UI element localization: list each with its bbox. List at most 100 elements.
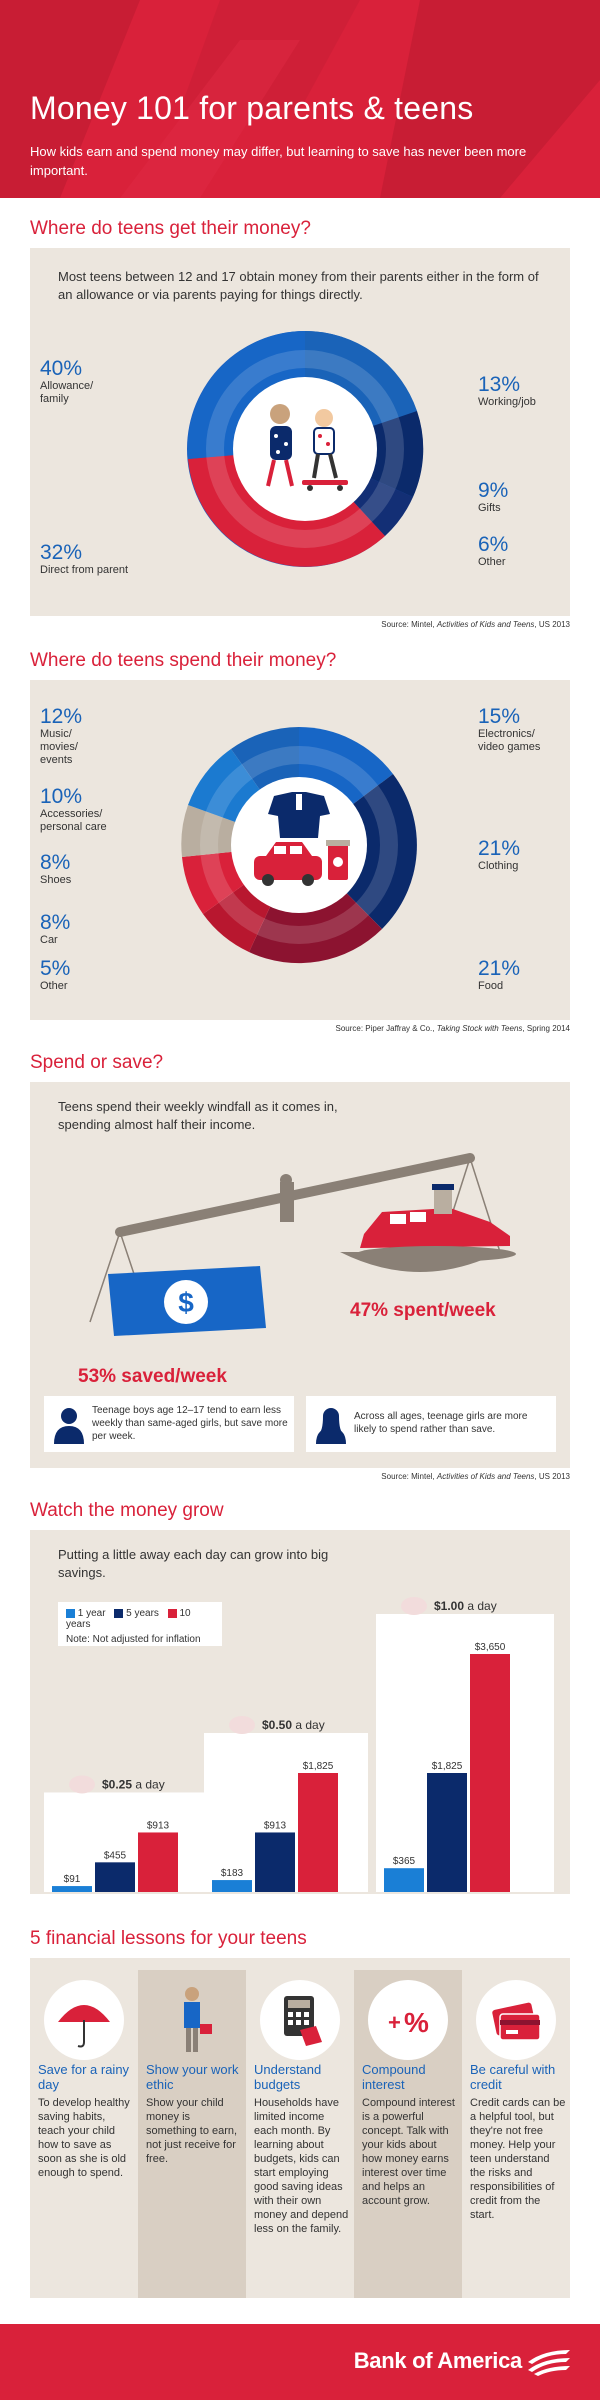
chart-bar-value: $913	[147, 1820, 170, 1831]
income-pct: 40%	[40, 357, 83, 380]
girls-note-text: Across all ages, teenage girls are more …	[354, 1411, 528, 1435]
income-pct: 9%	[478, 479, 509, 502]
spending-label: Other	[40, 980, 68, 992]
lesson-body: Show your child money is something to ea…	[146, 2097, 238, 2165]
chart-category-label: $1.00 a day	[434, 1599, 497, 1613]
umbrella-icon	[58, 2005, 110, 2048]
income-panel: Most teens between 12 and 17 obtain mone…	[30, 248, 570, 616]
spending-item-car: 8% Car	[40, 912, 70, 947]
lesson-body: Credit cards can be a helpful tool, but …	[470, 2097, 566, 2221]
income-pct: 6%	[478, 533, 509, 556]
spending-item-shoes: 8% Shoes	[40, 852, 71, 887]
spending-item-accessories: 10% Accessories/ personal care	[40, 786, 116, 834]
spending-pct: 5%	[40, 957, 71, 980]
chart-bar	[52, 1886, 92, 1892]
spending-label: Shoes	[40, 874, 72, 886]
income-label: Allowance/ family	[40, 380, 94, 405]
income-label: Other	[478, 556, 506, 568]
legend-5years: 5 years	[126, 1608, 159, 1619]
footer: Bank of America	[0, 2324, 600, 2400]
legend-swatch-10years	[167, 1608, 177, 1618]
spending-pct: 8%	[40, 851, 71, 874]
chart-bar-value: $1,825	[432, 1761, 463, 1772]
svg-text:+: +	[388, 2010, 401, 2035]
chart-bar-value: $913	[264, 1820, 287, 1831]
legend-1year: 1 year	[77, 1608, 106, 1619]
chart-bar	[470, 1654, 510, 1892]
income-intro: Most teens between 12 and 17 obtain mone…	[58, 269, 539, 302]
income-label: Working/job	[478, 396, 536, 408]
spending-item-other: 5% Other	[40, 958, 70, 993]
bank-flag-logo-icon	[528, 2350, 570, 2376]
lesson-title: Show your work ethic	[146, 2062, 239, 2092]
girl-icon	[316, 1408, 346, 1444]
spending-panel: 12% Music/ movies/ events 10% Accessorie…	[30, 680, 570, 1020]
chart-bar-value: $91	[64, 1874, 81, 1885]
chart-bar	[255, 1832, 295, 1892]
lesson-item: + % Compound interest Compound interest …	[354, 1970, 462, 2298]
grow-title: Watch the money grow	[30, 1500, 224, 1521]
spending-item-clothing: 21% Clothing	[478, 838, 520, 873]
spending-label: Food	[478, 980, 504, 992]
income-item-job: 13% Working/job	[478, 374, 536, 409]
spending-label: Clothing	[478, 860, 519, 872]
page-title: Money 101 for parents & teens	[30, 90, 474, 126]
income-item-allowance: 40% Allowance/ family	[40, 358, 110, 406]
grow-intro: Putting a little away each day can grow …	[58, 1547, 329, 1580]
chart-bar-value: $3,650	[475, 1642, 506, 1653]
spend-save-source: Source: Mintel, Activities of Kids and T…	[381, 1472, 570, 1481]
money-bill-icon: $	[108, 1266, 266, 1336]
teens-illustration-icon	[266, 404, 348, 491]
lesson-title: Be careful with credit	[470, 2062, 556, 2092]
income-item-gifts: 9% Gifts	[478, 480, 508, 515]
chart-bar	[298, 1773, 338, 1892]
lesson-item: Understand budgets Households have limit…	[246, 1970, 354, 2298]
lesson-title: Understand budgets	[254, 2062, 322, 2092]
calculator-icon	[284, 1996, 322, 2046]
spending-label: Electronics/ video games	[478, 728, 541, 753]
chart-bar-value: $365	[393, 1856, 416, 1867]
spending-illustration-icon	[254, 792, 350, 886]
brand-name: Bank of America	[353, 2348, 523, 2373]
spending-pct: 21%	[478, 837, 521, 860]
svg-text:$: $	[178, 1287, 194, 1318]
spending-donut	[181, 727, 417, 964]
income-label: Direct from parent	[40, 564, 129, 576]
legend-10years: 10 years	[66, 1608, 191, 1630]
legend-swatch-5years	[114, 1608, 124, 1618]
spend-save-intro: Teens spend their weekly windfall as it …	[58, 1099, 338, 1132]
hero-pattern	[0, 0, 600, 198]
boy-icon	[54, 1408, 84, 1444]
lesson-body: To develop healthy saving habits, teach …	[38, 2097, 130, 2179]
lesson-title: Save for a rainy day	[38, 2062, 130, 2092]
piggy-bank-icon	[401, 1597, 427, 1615]
lesson-item: Save for a rainy day To develop healthy …	[30, 1970, 138, 2298]
spend-save-title: Spend or save?	[30, 1052, 164, 1073]
spending-pct: 8%	[40, 911, 71, 934]
chart-category-label: $0.25 a day	[102, 1777, 165, 1791]
spent-label: 47% spent/week	[350, 1300, 496, 1321]
spending-item-electronics: 15% Electronics/ video games	[478, 706, 558, 754]
chart-bar-value: $1,825	[303, 1761, 334, 1772]
percent-icon: + %	[388, 2007, 429, 2038]
lesson-icon-bg	[152, 1980, 232, 2060]
income-title: Where do teens get their money?	[30, 218, 311, 239]
lesson-icon-bg	[44, 1980, 124, 2060]
spending-label: Music/ movies/ events	[40, 728, 78, 766]
income-item-other: 6% Other	[478, 534, 508, 569]
chart-bar	[384, 1868, 424, 1892]
svg-text:%: %	[404, 2007, 429, 2038]
spent-items-icon	[356, 1184, 516, 1262]
spending-item-music: 12% Music/ movies/ events	[40, 706, 100, 767]
grow-panel: Putting a little away each day can grow …	[30, 1530, 570, 1894]
lesson-icon-bg	[476, 1980, 556, 2060]
legend-swatch-1year	[66, 1608, 75, 1618]
spending-source: Source: Piper Jaffray & Co., Taking Stoc…	[335, 1024, 570, 1033]
chart-bar	[427, 1773, 467, 1892]
hero-banner: Money 101 for parents & teens How kids e…	[0, 0, 600, 198]
savings-bar-chart: $0.25 a day $91 $455 $913 $0.50 a day $183 $91…	[44, 1597, 554, 1892]
saved-label: 53% saved/week	[78, 1366, 227, 1387]
chart-bar	[212, 1880, 252, 1892]
spending-pct: 10%	[40, 785, 83, 808]
grow-legend: 1 year 5 years 10 years Note: Not adjust…	[58, 1602, 222, 1646]
